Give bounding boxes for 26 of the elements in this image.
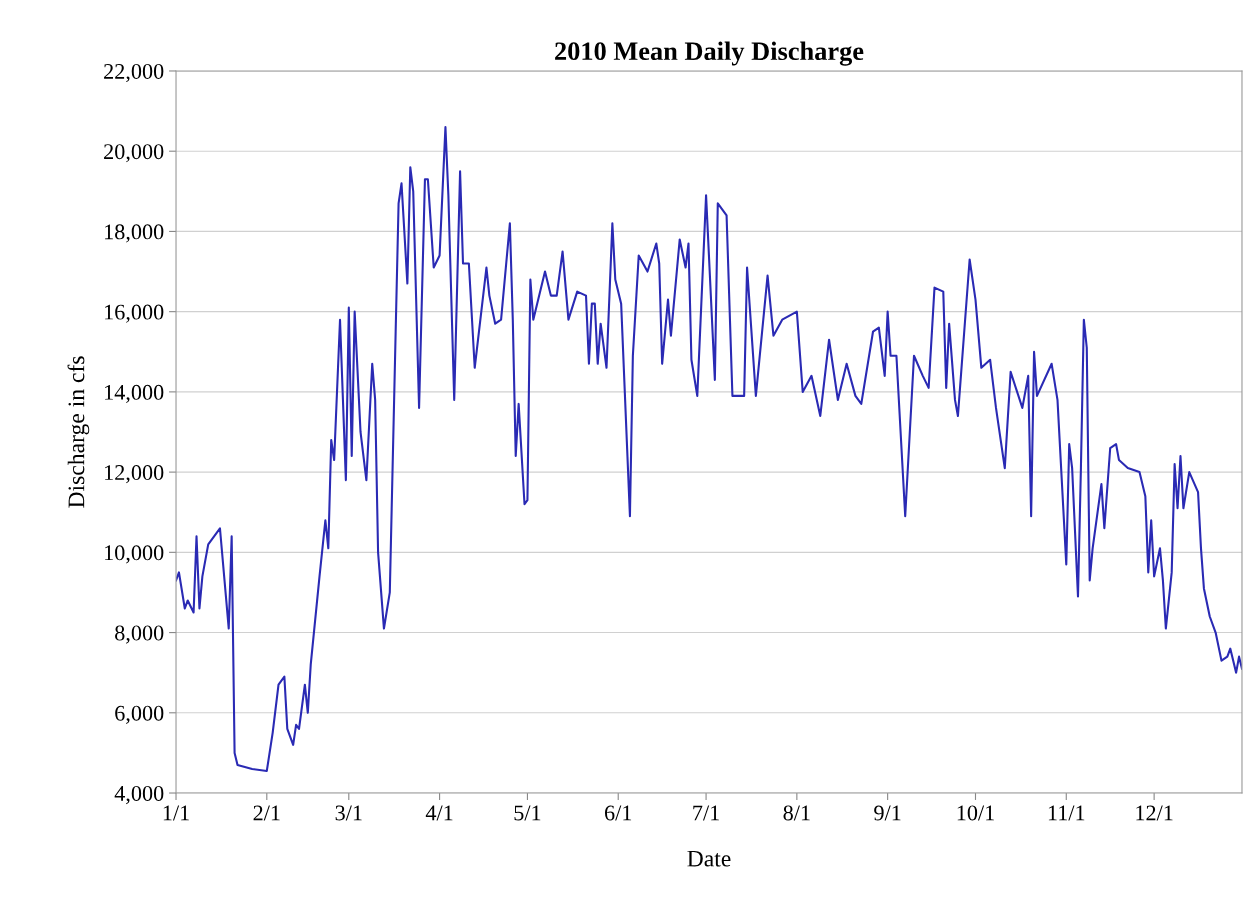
x-tick-label: 6/1 — [604, 805, 632, 821]
y-axis-title: Discharge in cfs — [67, 356, 90, 508]
x-tick-label: 9/1 — [874, 805, 901, 821]
y-tick-label: 18,000 — [105, 224, 164, 243]
y-tick-label: 12,000 — [105, 465, 164, 484]
x-tick-label: 11/1 — [1048, 805, 1085, 821]
x-tick-label: 1/1 — [163, 805, 189, 821]
x-tick-label: 5/1 — [514, 805, 541, 821]
y-tick-label: 14,000 — [105, 384, 164, 404]
x-tick-label: 10/1 — [957, 805, 994, 821]
y-tick-label: 4,000 — [114, 785, 164, 805]
x-tick-label: 7/1 — [693, 805, 719, 821]
x-tick-label: 2/1 — [253, 805, 280, 821]
x-tick-label: 8/1 — [783, 805, 810, 821]
y-tick-label: 16,000 — [105, 304, 164, 323]
y-tick-label: 20,000 — [104, 144, 164, 163]
x-axis-title: Date — [687, 850, 731, 867]
y-tick-label: 8,000 — [115, 625, 164, 644]
y-tick-label: 10,000 — [105, 545, 164, 564]
x-tick-label: 4/1 — [425, 805, 453, 821]
y-tick-label: 22,000 — [104, 63, 164, 83]
x-tick-label: 3/1 — [335, 805, 362, 821]
x-tick-label: 12/1 — [1136, 805, 1173, 821]
chart-title: 2010 Mean Daily Discharge — [555, 41, 864, 66]
y-tick-label: 6,000 — [115, 705, 164, 724]
line-series — [176, 126, 1242, 772]
